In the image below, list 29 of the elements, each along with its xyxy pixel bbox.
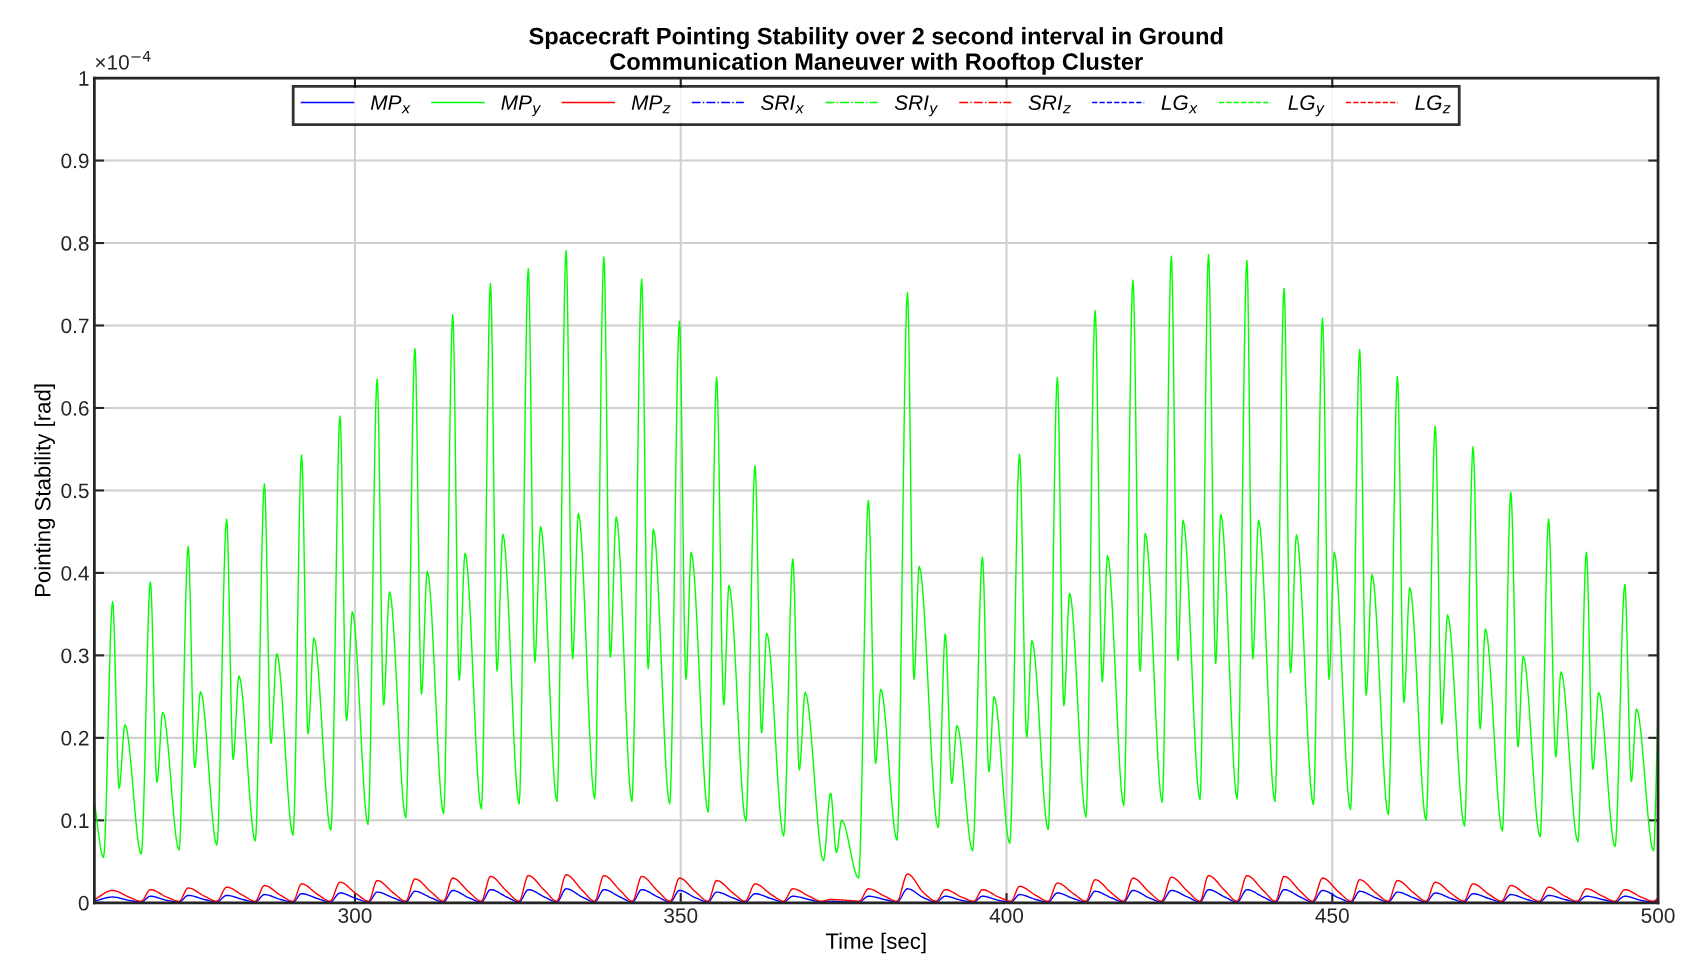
x-axis-title: Time [sec] <box>825 932 926 954</box>
legend-label: SRI$_{z}$ <box>1028 95 1071 114</box>
y-tick-label: 0.2 <box>61 730 89 746</box>
legend-label: MP$_{x}$ <box>370 95 411 114</box>
y-tick-label: 0.8 <box>61 236 89 251</box>
x-tick-label: 400 <box>989 908 1024 923</box>
y-tick-label: 0.4 <box>61 565 89 581</box>
x-tick-label: 300 <box>338 908 372 923</box>
legend-label: SRI$_{x}$ <box>761 95 805 114</box>
legend-label: LG$_{x}$ <box>1161 95 1198 114</box>
legend-label: MP$_{y}$ <box>501 95 541 117</box>
legend-label: LG$_{z}$ <box>1415 95 1451 114</box>
y-tick-label: 0.7 <box>61 318 89 334</box>
y-tick-label: 0.5 <box>61 483 89 499</box>
x-tick-label: 350 <box>664 908 698 923</box>
chart-title: Spacecraft Pointing Stability over 2 second interval in Ground Communication Maneuver with Rooftop Cluster <box>529 27 1223 75</box>
y-axis-title: Pointing Stability [rad] <box>34 384 55 597</box>
y-tick-label: 0.1 <box>61 813 89 829</box>
legend-label: LG$_{y}$ <box>1288 95 1325 117</box>
x-tick-label: 450 <box>1315 908 1349 923</box>
y-tick-label: 0.6 <box>61 400 89 416</box>
y-tick-label: 0.9 <box>61 153 89 169</box>
y-tick-label: 0 <box>78 895 89 911</box>
x-tick-label: 500 <box>1641 908 1675 923</box>
y-tick-label: 1 <box>79 71 89 86</box>
legend-label: SRI$_{y}$ <box>894 95 938 117</box>
y-tick-label: 0.3 <box>61 648 89 664</box>
legend-label: MP$_{z}$ <box>631 95 671 114</box>
text: ×10$^{−4}$ <box>95 50 151 70</box>
